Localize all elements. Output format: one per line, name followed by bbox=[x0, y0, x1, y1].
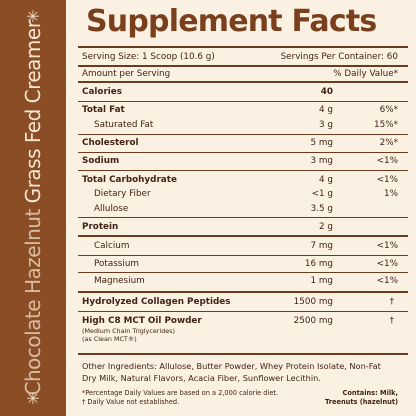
allergen-line-2: Treenuts (hazelnut) bbox=[324, 398, 398, 406]
nutrient-label: Calories bbox=[82, 87, 123, 97]
allergen-line-1: Contains: Milk, bbox=[342, 389, 398, 397]
nutrient-label: Potassium bbox=[94, 259, 139, 269]
nutrient-daily-value: 6%* bbox=[379, 105, 398, 115]
nutrient-label: Calcium bbox=[94, 241, 130, 251]
servings-per-container: Servings Per Container: 60 bbox=[280, 52, 398, 62]
nutrient-daily-value: <1% bbox=[376, 156, 398, 166]
product-type: Grass Fed Creamer bbox=[21, 20, 45, 204]
supplement-facts-panel: Supplement Facts Serving Size: 1 Scoop (… bbox=[78, 0, 408, 416]
nutrient-label: Cholesterol bbox=[82, 138, 139, 148]
divider bbox=[78, 272, 408, 273]
divider bbox=[78, 255, 408, 256]
asterisk-star-icon: ✳ bbox=[26, 7, 40, 26]
nutrient-label: High C8 MCT Oil Powder bbox=[82, 316, 202, 326]
amount-per-serving-label: Amount per Serving bbox=[82, 69, 171, 79]
nutrient-label: Dietary Fiber bbox=[94, 189, 151, 199]
nutrient-daily-value: 1% bbox=[384, 189, 398, 199]
nutrient-label: Saturated Fat bbox=[94, 120, 154, 130]
footnotes: *Percentage Daily Values are based on a … bbox=[82, 389, 278, 407]
divider bbox=[78, 291, 408, 293]
nutrient-daily-value: <1% bbox=[376, 259, 398, 269]
divider bbox=[78, 217, 408, 218]
nutrient-label: Sodium bbox=[82, 156, 120, 166]
panel-title: Supplement Facts bbox=[86, 4, 377, 39]
nutrient-daily-value: <1% bbox=[376, 241, 398, 251]
nutrient-label: Magnesium bbox=[94, 276, 145, 286]
nutrient-amount: 2500 mg bbox=[293, 316, 333, 326]
allergen-statement: Contains: Milk, Treenuts (hazelnut) bbox=[325, 389, 398, 407]
nutrient-label: Allulose bbox=[94, 204, 129, 214]
nutrient-amount: 4 g bbox=[319, 105, 333, 115]
divider bbox=[78, 311, 408, 312]
nutrient-amount: 4 g bbox=[319, 175, 333, 185]
divider bbox=[78, 152, 408, 153]
footnote-daily-value: *Percentage Daily Values are based on a … bbox=[82, 389, 279, 397]
nutrient-amount: 3.5 g bbox=[310, 204, 333, 214]
asterisk-star-icon: ✳ bbox=[26, 389, 40, 408]
nutrient-amount: <1 g bbox=[311, 189, 333, 199]
nutrient-daily-value: 2%* bbox=[379, 138, 398, 148]
other-ingredients: Other Ingredients: Allulose, Butter Powd… bbox=[82, 361, 381, 383]
nutrient-amount: 1500 mg bbox=[293, 297, 333, 307]
nutrient-amount: 1 mg bbox=[310, 276, 333, 286]
nutrient-daily-value: 15%* bbox=[374, 120, 398, 130]
divider bbox=[78, 65, 408, 67]
nutrient-amount: 40 bbox=[320, 87, 333, 97]
nutrient-amount: 3 mg bbox=[310, 156, 333, 166]
mct-subnote-1: (Medium Chain Triglycerides) bbox=[82, 327, 176, 335]
nutrient-label: Protein bbox=[82, 222, 119, 232]
divider bbox=[78, 170, 408, 171]
nutrient-label: Total Carbohydrate bbox=[82, 175, 177, 185]
nutrient-label: Hydrolyzed Collagen Peptides bbox=[82, 297, 231, 307]
flavor-name: Chocolate Hazelnut bbox=[21, 209, 45, 396]
product-name-vertical: Chocolate Hazelnut Grass Fed Creamer bbox=[21, 21, 45, 396]
mct-subnote-2: (as Clean MCT®) bbox=[82, 335, 137, 343]
daily-value-header: % Daily Value* bbox=[333, 69, 398, 79]
nutrient-daily-value: † bbox=[389, 297, 394, 307]
divider bbox=[78, 235, 408, 237]
nutrient-amount: 3 g bbox=[319, 120, 333, 130]
divider bbox=[78, 353, 408, 355]
nutrient-amount: 5 mg bbox=[310, 138, 333, 148]
product-side-strip: ✳ Chocolate Hazelnut Grass Fed Creamer ✳ bbox=[0, 0, 66, 416]
divider bbox=[78, 134, 408, 135]
footnote-dagger: † Daily Value not established. bbox=[82, 398, 180, 406]
serving-size: Serving Size: 1 Scoop (10.6 g) bbox=[82, 52, 215, 62]
nutrient-daily-value: <1% bbox=[376, 175, 398, 185]
divider bbox=[78, 101, 408, 102]
divider bbox=[78, 46, 408, 48]
nutrient-label: Total Fat bbox=[82, 105, 125, 115]
nutrient-amount: 2 g bbox=[319, 222, 333, 232]
divider bbox=[78, 81, 408, 83]
nutrient-daily-value: † bbox=[389, 316, 394, 326]
nutrient-amount: 16 mg bbox=[304, 259, 333, 269]
nutrient-daily-value: <1% bbox=[376, 276, 398, 286]
nutrient-amount: 7 mg bbox=[310, 241, 333, 251]
